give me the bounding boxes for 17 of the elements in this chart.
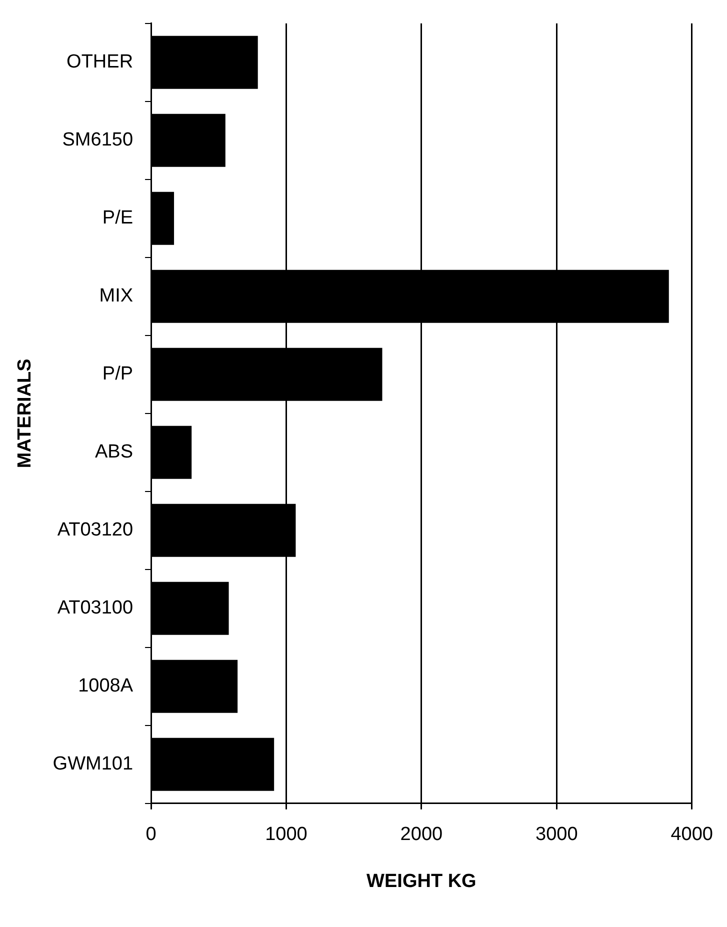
x-tick-label: 4000: [670, 824, 714, 846]
x-tick-label: 0: [146, 824, 156, 846]
y-tick-label: P/P: [102, 364, 134, 385]
y-tick-label: ABS: [95, 442, 134, 463]
x-tick-label: 3000: [536, 824, 578, 846]
y-tick-label: MIX: [99, 286, 134, 307]
y-tick-label: AT03120: [57, 520, 134, 541]
y-tick-label: P/E: [102, 208, 134, 229]
y-tick-label: 1008A: [78, 676, 134, 697]
y-tick-label: OTHER: [66, 52, 134, 73]
x-tick-label: 2000: [400, 824, 443, 846]
y-tick-label: SM6150: [62, 130, 134, 151]
y-tick-label: AT03100: [57, 598, 134, 619]
x-tick-label: 1000: [265, 824, 308, 846]
x-axis-title: WEIGHT KG: [366, 870, 476, 892]
y-tick-label: GWM101: [52, 754, 134, 775]
y-axis-title: MATERIALS: [14, 358, 36, 468]
